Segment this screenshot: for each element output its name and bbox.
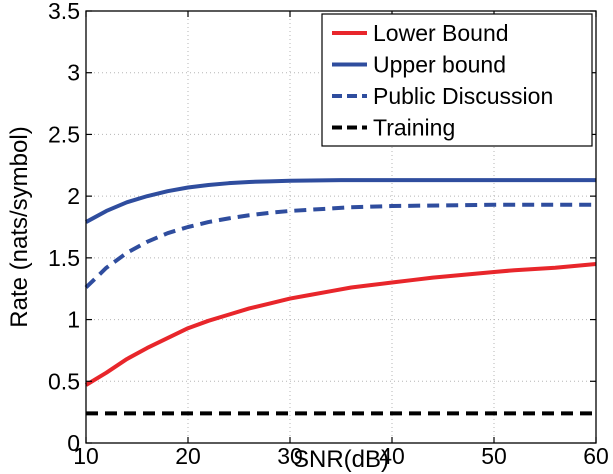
y-axis-label: Rate (nats/symbol) bbox=[6, 126, 33, 327]
x-axis-label: SNR(dB) bbox=[293, 446, 389, 473]
x-tick-label: 30 bbox=[277, 443, 303, 469]
y-tick-label: 2 bbox=[67, 183, 80, 209]
x-tick-label: 10 bbox=[73, 443, 99, 469]
x-tick-label: 60 bbox=[583, 443, 609, 469]
x-tick-label: 40 bbox=[379, 443, 405, 469]
y-tick-label: 1 bbox=[67, 307, 80, 333]
legend-label-public-discussion: Public Discussion bbox=[373, 83, 553, 109]
plot-frame bbox=[85, 10, 597, 444]
legend-label-training: Training bbox=[373, 115, 455, 141]
series-line-upper-bound bbox=[85, 178, 596, 224]
x-tick-label: 50 bbox=[481, 443, 507, 469]
legend-box bbox=[321, 13, 593, 147]
series-line-lower-bound bbox=[84, 262, 597, 387]
x-tick-label: 20 bbox=[175, 443, 201, 469]
legend-label-lower-bound: Lower Bound bbox=[373, 20, 509, 46]
axis-ticks: 10 20 30 40 50 60 0 0.5 1 1.5 2 2.5 3 3.5 bbox=[48, 0, 609, 469]
y-tick-label: 2.5 bbox=[48, 121, 80, 147]
plot-series bbox=[84, 178, 597, 416]
y-tick-label: 0 bbox=[67, 430, 80, 456]
legend: Lower Bound Upper bound Public Discussion T… bbox=[321, 13, 593, 147]
legend-label-upper-bound: Upper bound bbox=[373, 52, 506, 78]
y-tick-label: 0.5 bbox=[48, 368, 80, 394]
series-line-public-discussion bbox=[84, 202, 596, 289]
y-tick-label: 1.5 bbox=[48, 245, 80, 271]
y-tick-label: 3.5 bbox=[48, 0, 80, 24]
y-tick-label: 3 bbox=[67, 60, 80, 86]
